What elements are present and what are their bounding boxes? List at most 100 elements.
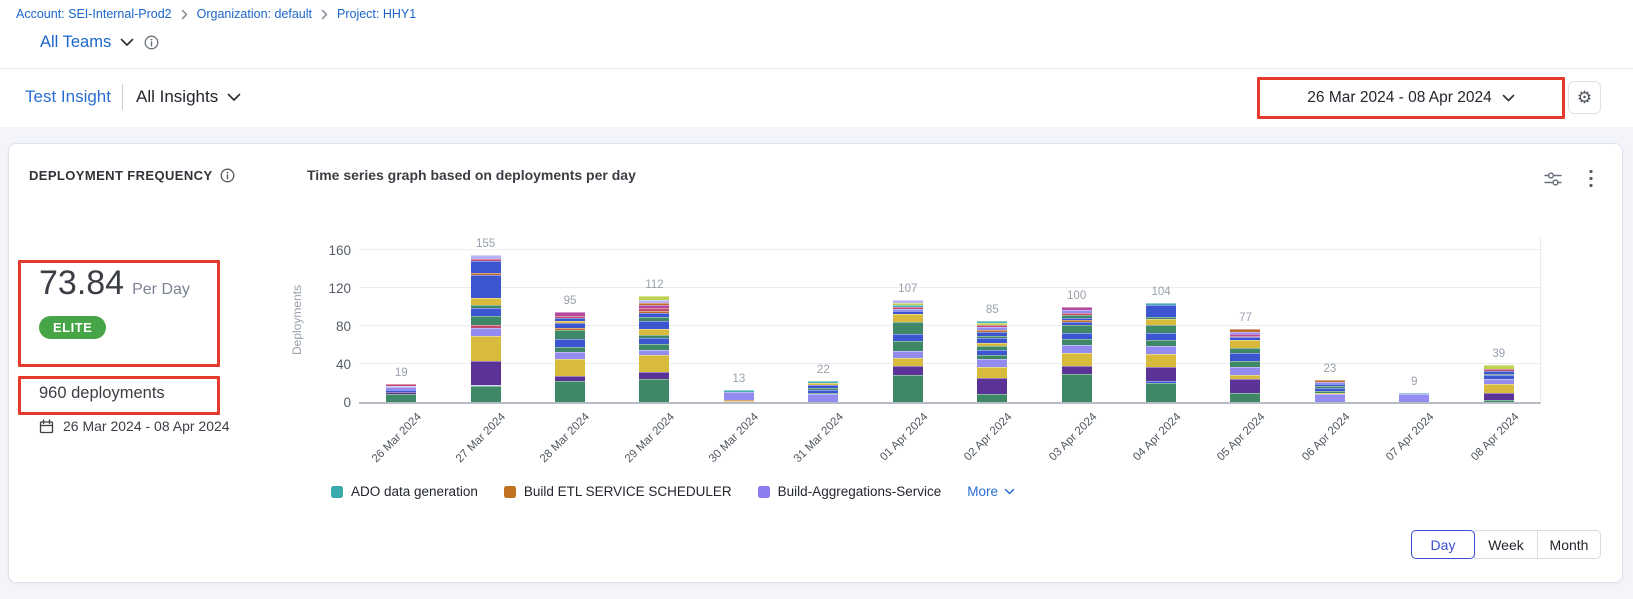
bar-slot: 77 05 Apr 2024 <box>1203 238 1287 463</box>
insight-scope-selector[interactable]: All Insights <box>136 87 241 107</box>
bar-segment <box>1314 394 1345 402</box>
bar-27-mar-2024[interactable] <box>470 254 501 402</box>
bar-segment <box>977 321 1008 324</box>
bar-06-apr-2024[interactable] <box>1314 380 1345 402</box>
y-axis-tick: 40 <box>335 357 351 372</box>
bar-segment <box>808 383 839 385</box>
insight-name-link[interactable]: Test Insight <box>25 87 111 106</box>
bar-segment <box>1061 325 1092 333</box>
bar-segment <box>1146 366 1177 382</box>
info-icon[interactable] <box>144 35 159 50</box>
bar-segment <box>1483 370 1514 374</box>
bar-segment <box>470 258 501 262</box>
settings-button[interactable]: ⚙ <box>1568 81 1601 114</box>
bar-segment <box>639 338 670 345</box>
bar-segment <box>977 327 1008 330</box>
bar-segment <box>555 323 586 328</box>
bar-segment <box>1399 394 1430 402</box>
toggle-week[interactable]: Week <box>1474 530 1538 559</box>
bar-segment <box>723 391 754 401</box>
bar-07-apr-2024[interactable] <box>1399 393 1430 402</box>
bar-segment <box>1146 381 1177 383</box>
bar-slot: 155 27 Mar 2024 <box>443 238 527 465</box>
bar-segment <box>639 344 670 350</box>
chevron-right-icon <box>181 9 188 20</box>
bar-segment <box>1314 380 1345 383</box>
bar-08-apr-2024[interactable] <box>1483 365 1514 402</box>
bar-01-apr-2024[interactable] <box>892 300 923 402</box>
bar-segment <box>892 305 923 308</box>
bar-slot: 107 01 Apr 2024 <box>866 238 950 463</box>
bar-02-apr-2024[interactable] <box>977 321 1008 402</box>
bar-segment <box>977 345 1008 350</box>
bar-segment <box>639 328 670 335</box>
x-axis-label: 29 Mar 2024 <box>622 411 677 466</box>
gridline <box>359 287 1540 288</box>
bar-segment <box>1146 345 1177 354</box>
y-axis-tick: 160 <box>328 243 351 258</box>
bar-segment <box>892 358 923 366</box>
bar-segment <box>892 308 923 311</box>
bar-segment <box>1061 317 1092 321</box>
bar-03-apr-2024[interactable] <box>1061 307 1092 402</box>
bar-segment <box>723 400 754 402</box>
bar-30-mar-2024[interactable] <box>723 389 754 402</box>
x-axis-label: 08 Apr 2024 <box>1468 411 1522 464</box>
bar-segment <box>1061 332 1092 340</box>
info-icon[interactable] <box>220 168 235 183</box>
bar-segment <box>723 401 754 402</box>
bar-segment <box>470 335 501 362</box>
bar-segment <box>470 361 501 385</box>
bar-segment <box>1314 384 1345 386</box>
metric-unit: Per Day <box>132 281 190 298</box>
bar-segment <box>555 321 586 324</box>
bar-segment <box>639 379 670 402</box>
kebab-menu-icon[interactable] <box>1585 169 1597 188</box>
bar-segment <box>555 315 586 318</box>
toggle-month[interactable]: Month <box>1537 530 1601 559</box>
breadcrumb-project[interactable]: Project: HHY1 <box>337 7 417 21</box>
bar-segment <box>470 274 501 298</box>
toggle-day[interactable]: Day <box>1411 530 1475 559</box>
bar-segment <box>977 394 1008 402</box>
bar-segment <box>977 349 1008 355</box>
bar-05-apr-2024[interactable] <box>1230 328 1261 402</box>
bar-segment <box>1061 309 1092 313</box>
bar-segment <box>892 350 923 359</box>
bar-segment <box>892 313 923 323</box>
breadcrumb-account[interactable]: Account: SEI-Internal-Prod2 <box>16 7 172 21</box>
bar-31-mar-2024[interactable] <box>808 381 839 402</box>
bar-segment <box>639 371 670 380</box>
filter-sliders-icon[interactable] <box>1544 171 1563 187</box>
legend-more-button[interactable]: More <box>967 484 1015 499</box>
teams-selector-label: All Teams <box>40 33 112 51</box>
bar-segment <box>639 308 670 311</box>
bar-segment <box>1230 335 1261 338</box>
bar-segment <box>639 305 670 309</box>
bar-value-label: 95 <box>563 294 577 307</box>
elite-badge: ELITE <box>39 316 107 339</box>
bar-29-mar-2024[interactable] <box>639 295 670 402</box>
x-axis-label: 28 Mar 2024 <box>538 411 593 466</box>
bar-segment <box>808 384 839 388</box>
teams-selector[interactable]: All Teams <box>40 33 134 52</box>
bar-segment <box>1230 331 1261 334</box>
bar-segment <box>977 354 1008 360</box>
bar-slot: 39 08 Apr 2024 <box>1457 238 1541 463</box>
bar-28-mar-2024[interactable] <box>555 311 586 402</box>
bar-segment <box>470 327 501 336</box>
bar-04-apr-2024[interactable] <box>1146 303 1177 402</box>
chart-title: Time series graph based on deployments p… <box>307 167 636 183</box>
breadcrumb: Account: SEI-Internal-Prod2 Organization… <box>16 7 416 21</box>
date-range-label: 26 Mar 2024 - 08 Apr 2024 <box>1307 89 1492 106</box>
x-axis-label: 04 Apr 2024 <box>1131 411 1184 464</box>
bar-segment <box>1230 352 1261 362</box>
date-range-selector[interactable]: 26 Mar 2024 - 08 Apr 2024 <box>1258 78 1564 118</box>
bar-segment <box>808 392 839 395</box>
breadcrumb-organization[interactable]: Organization: default <box>196 7 312 21</box>
bar-value-label: 107 <box>898 283 918 296</box>
bar-segment <box>892 303 923 306</box>
bar-26-mar-2024[interactable] <box>386 384 417 402</box>
chevron-down-icon <box>1004 488 1015 495</box>
legend-label: Build-Aggregations-Service <box>777 484 942 499</box>
